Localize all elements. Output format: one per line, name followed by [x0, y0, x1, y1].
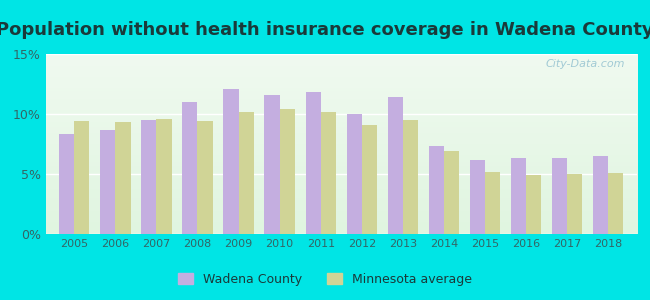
- Bar: [511, 158, 526, 234]
- Bar: [224, 89, 239, 234]
- Bar: [74, 121, 90, 234]
- Bar: [182, 102, 198, 234]
- Bar: [157, 119, 172, 234]
- Bar: [239, 112, 254, 234]
- Bar: [444, 151, 459, 234]
- Legend: Wadena County, Minnesota average: Wadena County, Minnesota average: [173, 268, 477, 291]
- Bar: [141, 120, 157, 234]
- Bar: [470, 160, 485, 234]
- Bar: [280, 109, 295, 234]
- Bar: [100, 130, 115, 234]
- Bar: [306, 92, 320, 234]
- Bar: [567, 174, 582, 234]
- Bar: [485, 172, 500, 234]
- Bar: [593, 156, 608, 234]
- Bar: [403, 120, 418, 234]
- Text: Population without health insurance coverage in Wadena County: Population without health insurance cove…: [0, 21, 650, 39]
- Bar: [362, 125, 377, 234]
- Bar: [265, 95, 279, 234]
- Bar: [59, 134, 74, 234]
- Bar: [346, 114, 362, 234]
- Bar: [320, 112, 336, 234]
- Bar: [526, 175, 541, 234]
- Bar: [115, 122, 131, 234]
- Bar: [608, 173, 623, 234]
- Text: City-Data.com: City-Data.com: [545, 59, 625, 69]
- Bar: [429, 146, 444, 234]
- Bar: [552, 158, 567, 234]
- Bar: [387, 97, 403, 234]
- Bar: [198, 121, 213, 234]
